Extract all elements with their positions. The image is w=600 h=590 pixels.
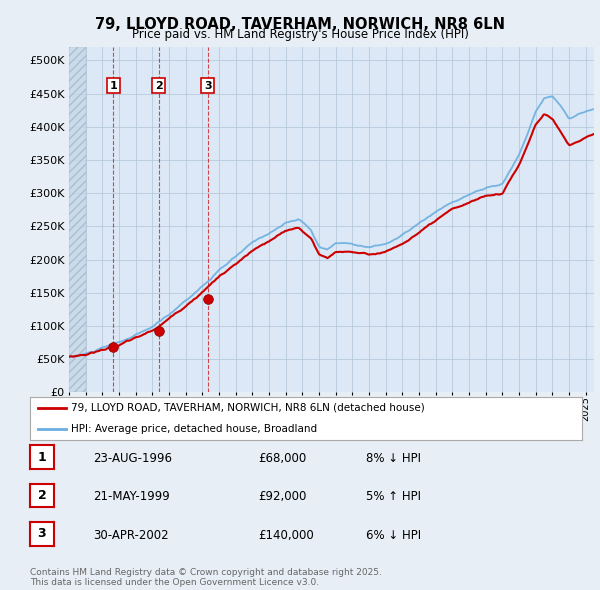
Text: £68,000: £68,000 (258, 452, 306, 465)
Text: 2: 2 (38, 489, 46, 502)
Text: 23-AUG-1996: 23-AUG-1996 (93, 452, 172, 465)
Text: 8% ↓ HPI: 8% ↓ HPI (366, 452, 421, 465)
Text: 30-APR-2002: 30-APR-2002 (93, 529, 169, 542)
Text: Price paid vs. HM Land Registry's House Price Index (HPI): Price paid vs. HM Land Registry's House … (131, 28, 469, 41)
Text: 3: 3 (204, 81, 212, 91)
Text: 1: 1 (109, 81, 117, 91)
Text: 79, LLOYD ROAD, TAVERHAM, NORWICH, NR8 6LN (detached house): 79, LLOYD ROAD, TAVERHAM, NORWICH, NR8 6… (71, 403, 425, 412)
Text: £140,000: £140,000 (258, 529, 314, 542)
Text: £92,000: £92,000 (258, 490, 307, 503)
Text: 3: 3 (38, 527, 46, 540)
Text: 2: 2 (155, 81, 163, 91)
Bar (69, 47, 86, 392)
Text: 6% ↓ HPI: 6% ↓ HPI (366, 529, 421, 542)
Text: 21-MAY-1999: 21-MAY-1999 (93, 490, 170, 503)
Text: 5% ↑ HPI: 5% ↑ HPI (366, 490, 421, 503)
Text: 1: 1 (38, 451, 46, 464)
Text: 79, LLOYD ROAD, TAVERHAM, NORWICH, NR8 6LN: 79, LLOYD ROAD, TAVERHAM, NORWICH, NR8 6… (95, 17, 505, 31)
Text: HPI: Average price, detached house, Broadland: HPI: Average price, detached house, Broa… (71, 424, 317, 434)
Text: Contains HM Land Registry data © Crown copyright and database right 2025.
This d: Contains HM Land Registry data © Crown c… (30, 568, 382, 587)
